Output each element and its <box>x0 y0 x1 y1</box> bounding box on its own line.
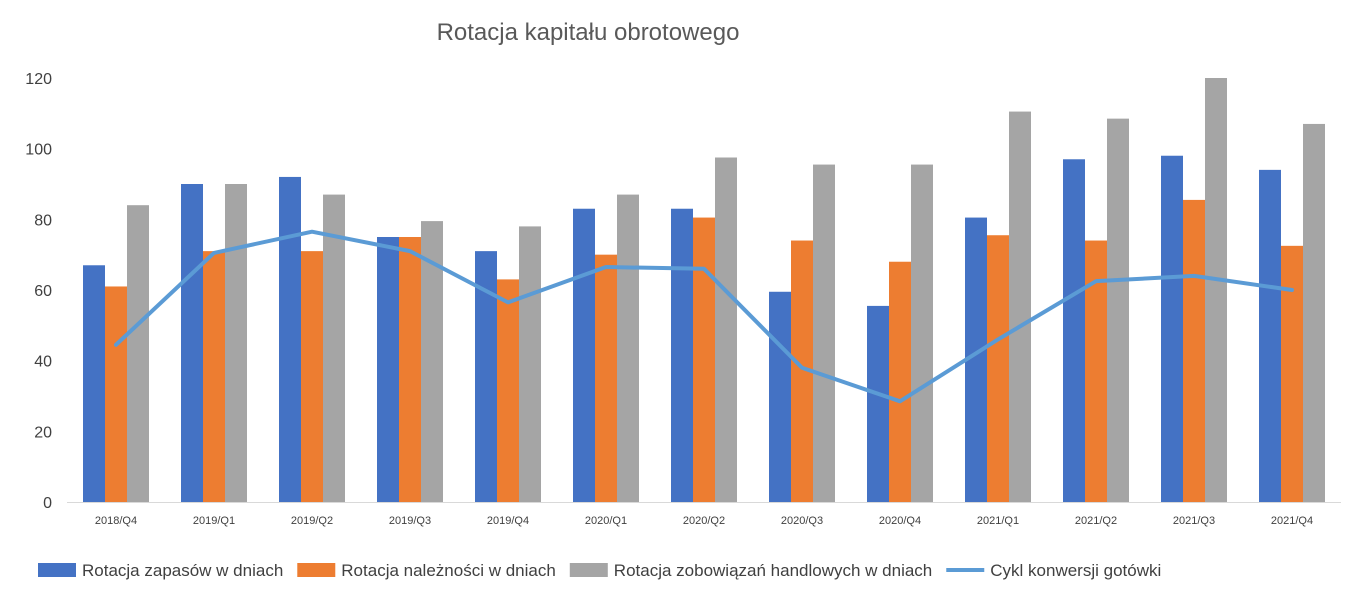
x-axis-ticks: 2018/Q4 2019/Q1 2019/Q2 2019/Q3 2019/Q4 2020/… <box>95 515 1313 527</box>
bar-series-0-2020/Q1 <box>573 208 595 502</box>
bar-series-0-2021/Q2 <box>1063 159 1085 502</box>
bar-series-2-2021/Q2 <box>1107 118 1129 502</box>
legend-label: Rotacja zobowiązań handlowych w dniach <box>614 561 932 580</box>
bar-series-0-2019/Q3 <box>377 237 399 502</box>
bar-series-1-2019/Q2 <box>301 251 323 502</box>
x-tick-label: 2019/Q4 <box>487 515 529 527</box>
legend-item-2: Rotacja zobowiązań handlowych w dniach <box>569 561 932 580</box>
y-tick-label: 0 <box>43 495 52 512</box>
x-tick-label: 2020/Q3 <box>781 515 823 527</box>
bar-series-2-2020/Q4 <box>911 164 933 503</box>
y-tick-label: 60 <box>34 283 52 300</box>
bar-series-0-2019/Q4 <box>475 251 497 502</box>
bar-series-0-2020/Q2 <box>671 208 693 502</box>
bar-series-1-2019/Q4 <box>497 279 519 502</box>
bar-series-1-2021/Q4 <box>1281 245 1303 503</box>
bar-series-1-2018/Q4 <box>105 286 127 502</box>
line-series-3 <box>114 229 1294 404</box>
legend-item-3: Cykl konwersji gotówki <box>946 561 1161 580</box>
bar-series-2-2021/Q4 <box>1303 123 1325 502</box>
bar-series-2-2020/Q2 <box>715 157 737 502</box>
x-tick-label: 2021/Q3 <box>1173 515 1215 527</box>
bar-series-2-2020/Q3 <box>813 164 835 503</box>
bar-series-0-2019/Q1 <box>181 184 203 502</box>
bar-series-0-2018/Q4 <box>83 265 105 502</box>
bar-series-0-2021/Q3 <box>1161 155 1183 502</box>
x-tick-label: 2019/Q2 <box>291 515 333 527</box>
bar-series-2-2020/Q1 <box>617 194 639 502</box>
x-tick-label: 2019/Q1 <box>193 515 235 527</box>
bar-series-2-2019/Q4 <box>519 226 541 502</box>
bar-series-0-2019/Q2 <box>279 176 301 502</box>
y-axis-ticks: 0 20 40 60 80 100 120 <box>25 71 52 512</box>
legend-label: Rotacja zapasów w dniach <box>82 561 283 580</box>
y-tick-label: 40 <box>34 354 52 371</box>
x-tick-label: 2021/Q1 <box>977 515 1019 527</box>
bar-series-1-2021/Q3 <box>1183 199 1205 502</box>
bar-series-1-2020/Q3 <box>791 240 813 503</box>
bar-series-2-2018/Q4 <box>127 205 149 502</box>
y-tick-label: 120 <box>25 71 52 88</box>
legend-swatch <box>297 563 336 577</box>
legend-label: Rotacja należności w dniach <box>341 561 556 580</box>
y-tick-label: 80 <box>34 212 52 229</box>
bar-series-1-2020/Q2 <box>693 217 715 503</box>
y-tick-label: 100 <box>25 142 52 159</box>
bar-series-2-2021/Q3 <box>1205 78 1227 502</box>
x-tick-label: 2019/Q3 <box>389 515 431 527</box>
bars <box>83 78 1325 503</box>
legend-swatch <box>569 563 608 577</box>
x-tick-label: 2020/Q1 <box>585 515 627 527</box>
bar-series-2-2019/Q2 <box>323 194 345 502</box>
bar-series-0-2021/Q4 <box>1259 169 1281 502</box>
legend: Rotacja zapasów w dniach Rotacja należnoś… <box>38 561 1161 580</box>
y-tick-label: 20 <box>34 424 52 441</box>
bar-series-1-2019/Q3 <box>399 237 421 502</box>
bar-series-1-2021/Q1 <box>987 235 1009 502</box>
chart-title: Rotacja kapitału obrotowego <box>437 19 740 46</box>
bar-series-1-2020/Q1 <box>595 254 617 502</box>
bar-series-0-2020/Q4 <box>867 305 889 502</box>
legend-swatch <box>38 563 76 577</box>
x-tick-label: 2021/Q2 <box>1075 515 1117 527</box>
legend-item-0: Rotacja zapasów w dniach <box>38 561 283 580</box>
bar-series-1-2021/Q2 <box>1085 240 1107 503</box>
legend-item-1: Rotacja należności w dniach <box>297 561 556 580</box>
bar-series-2-2019/Q3 <box>421 221 443 502</box>
legend-label: Cykl konwersji gotówki <box>990 561 1161 580</box>
x-tick-label: 2020/Q4 <box>879 515 921 527</box>
x-tick-label: 2020/Q2 <box>683 515 725 527</box>
bar-series-0-2021/Q1 <box>965 217 987 503</box>
line-series <box>114 229 1294 404</box>
x-tick-label: 2021/Q4 <box>1271 515 1313 527</box>
bar-series-1-2020/Q4 <box>889 261 911 502</box>
bar-series-0-2020/Q3 <box>769 291 791 502</box>
bar-series-2-2021/Q1 <box>1009 111 1031 503</box>
x-tick-label: 2018/Q4 <box>95 515 137 527</box>
bar-series-1-2019/Q1 <box>203 251 225 502</box>
bar-series-2-2019/Q1 <box>225 184 247 502</box>
